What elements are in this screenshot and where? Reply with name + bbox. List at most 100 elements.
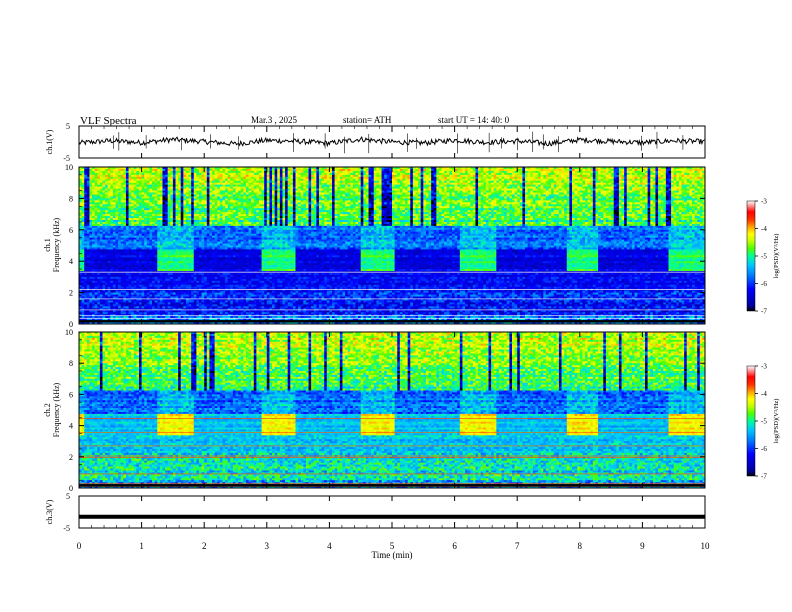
spectrogram-cell	[236, 196, 239, 198]
spectrogram-cell	[116, 179, 119, 181]
spectrogram-cell	[460, 191, 463, 193]
spectrogram-cell	[598, 189, 601, 191]
spectrogram-cell	[314, 179, 317, 181]
spectrogram-cell	[640, 194, 643, 196]
spectrogram-cell	[697, 171, 700, 173]
spectrogram-cell	[627, 175, 630, 177]
spectrogram-cell	[614, 191, 617, 193]
spectrogram-cell	[405, 173, 408, 175]
spectrogram-cell	[397, 179, 400, 181]
spectrogram-cell	[233, 191, 236, 193]
spectrogram-cell	[431, 185, 434, 187]
spectrogram-cell	[204, 187, 207, 189]
spectrogram-cell	[475, 196, 478, 198]
spectrogram-cell	[129, 171, 132, 173]
spectrogram-cell	[522, 169, 525, 171]
spectrogram-cell	[588, 191, 591, 193]
spectrogram-cell	[421, 191, 424, 193]
spectrogram-cell	[569, 173, 572, 175]
spectrogram-cell	[371, 196, 374, 198]
spectrogram-cell	[371, 194, 374, 196]
spectrogram-cell	[228, 177, 231, 179]
spectrogram-cell	[622, 175, 625, 177]
spectrogram-cell	[178, 196, 181, 198]
spectrogram-cell	[509, 171, 512, 173]
spectrogram-cell	[700, 175, 703, 177]
spectrogram-cell	[230, 177, 233, 179]
spectrogram-cell	[295, 171, 298, 173]
spectrogram-cell	[369, 179, 372, 181]
spectrogram-cell	[486, 175, 489, 177]
spectrogram-cell	[236, 171, 239, 173]
spectrogram-cell	[635, 193, 638, 195]
spectrogram-cell	[207, 179, 210, 181]
spectrogram-cell	[249, 185, 252, 187]
spectrogram-cell	[611, 183, 614, 185]
spectrogram-cell	[478, 173, 481, 175]
spectrogram-cell	[452, 179, 455, 181]
spectrogram-cell	[116, 196, 119, 198]
spectrogram-cell	[280, 183, 283, 185]
spectrogram-cell	[650, 191, 653, 193]
spectrogram-cell	[554, 169, 557, 171]
spectrogram-cell	[580, 189, 583, 191]
spectrogram-cell	[564, 175, 567, 177]
spectrogram-cell	[530, 187, 533, 189]
spectrogram-cell	[509, 194, 512, 196]
spectrogram-cell	[149, 179, 152, 181]
spectrogram-cell	[267, 189, 270, 191]
spectrogram-cell	[512, 173, 515, 175]
spectrogram-cell	[355, 185, 358, 187]
spectrogram-cell	[126, 171, 129, 173]
spectrogram-cell	[423, 175, 426, 177]
spectrogram-cell	[157, 193, 160, 195]
spectrogram-cell	[496, 193, 499, 195]
spectrogram-cell	[369, 191, 372, 193]
spectrogram-cell	[530, 193, 533, 195]
spectrogram-cell	[546, 183, 549, 185]
spectrogram-cell	[225, 177, 228, 179]
spectrogram-cell	[165, 194, 168, 196]
spectrogram-cell	[575, 196, 578, 198]
spectrogram-cell	[603, 177, 606, 179]
spectrogram-cell	[207, 196, 210, 198]
spectrogram-cell	[337, 183, 340, 185]
spectrogram-cell	[280, 189, 283, 191]
spectrogram-cell	[452, 177, 455, 179]
spectrogram-cell	[603, 169, 606, 171]
spectrogram-cell	[415, 193, 418, 195]
spectrogram-cell	[280, 169, 283, 171]
spectrogram-cell	[682, 189, 685, 191]
spectrogram-cell	[556, 177, 559, 179]
spectrogram-cell	[142, 196, 145, 198]
spectrogram-cell	[689, 171, 692, 173]
spectrogram-cell	[499, 173, 502, 175]
spectrogram-cell	[541, 183, 544, 185]
spectrogram-cell	[259, 173, 262, 175]
spectrogram-cell	[642, 194, 645, 196]
spectrogram-cell	[170, 191, 173, 193]
spectrogram-cell	[622, 196, 625, 198]
spectrogram-cell	[582, 177, 585, 179]
spectrogram-cell	[196, 181, 199, 183]
spectrogram-cell	[228, 179, 231, 181]
spectrogram-cell	[335, 181, 338, 183]
spectrogram-cell	[426, 193, 429, 195]
spectrogram-cell	[520, 171, 523, 173]
spectrogram-cell	[389, 181, 392, 183]
spectrogram-cell	[429, 185, 432, 187]
spectrogram-cell	[606, 189, 609, 191]
spectrogram-cell	[439, 179, 442, 181]
spectrogram-cell	[475, 193, 478, 195]
spectrogram-cell	[559, 175, 562, 177]
spectrogram-cell	[170, 196, 173, 198]
spectrogram-cell	[376, 177, 379, 179]
spectrogram-cell	[434, 171, 437, 173]
spectrogram-cell	[155, 173, 158, 175]
spectrogram-cell	[290, 173, 293, 175]
spectrogram-cell	[635, 196, 638, 198]
spectrogram-cell	[632, 191, 635, 193]
spectrogram-cell	[434, 177, 437, 179]
spectrogram-cell	[277, 189, 280, 191]
spectrogram-cell	[215, 191, 218, 193]
